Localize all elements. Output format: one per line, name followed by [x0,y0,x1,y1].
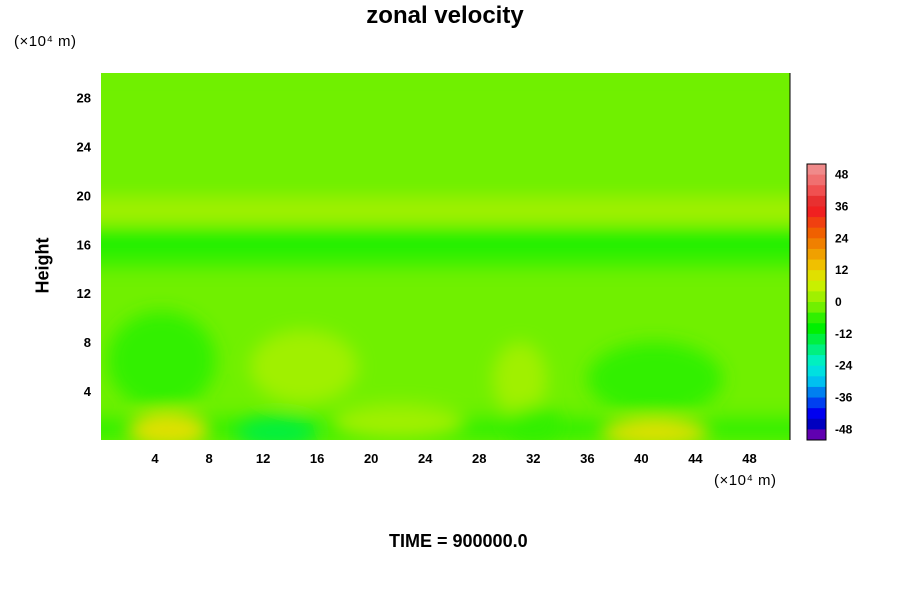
y-tick-label: 12 [77,286,91,301]
x-tick-label: 28 [472,451,486,466]
colorbar-tick-label: 48 [835,168,849,182]
field-feature [587,342,723,416]
x-tick-label: 36 [580,451,594,466]
x-tick-label: 32 [526,451,540,466]
colorbar-swatch [807,270,826,282]
field-feature [600,417,709,440]
colorbar-tick-label: -12 [835,327,853,341]
colorbar-swatch [807,238,826,250]
x-tick-label: 20 [364,451,378,466]
colorbar-swatch [807,248,826,261]
y-tick-label: 8 [84,335,91,350]
colorbar-swatch [807,418,826,430]
y-tick-label: 24 [77,139,92,154]
y-axis-unit: (×10⁴ m) [14,33,77,50]
field-band [101,225,790,245]
colorbar-swatch [807,206,826,218]
field-band [101,197,790,226]
colorbar: 48 36 24 12 0 -12 -24 -36 -48 [806,163,853,441]
colorbar-tick-label: -36 [835,391,853,405]
colorbar-swatch [807,227,826,239]
field-band [101,73,790,184]
colorbar-swatch [807,164,826,176]
colorbar-tick-label: -48 [835,422,853,436]
colorbar-tick-label: -24 [835,359,853,373]
field-feature [506,406,561,440]
colorbar-swatch [807,344,826,356]
colorbar-tick-label: 36 [835,199,849,213]
colorbar-swatch [807,365,826,377]
x-tick-label: 24 [418,451,433,466]
colorbar-swatch [807,323,826,335]
colorbar-swatch [807,259,826,271]
x-tick-label: 48 [742,451,756,466]
colorbar-swatch [807,302,826,314]
colorbar-swatch [807,280,826,292]
field-feature [107,311,216,410]
colorbar-swatch [807,195,826,207]
field-band [101,244,790,269]
colorbar-swatch [807,333,826,345]
chart-title: zonal velocity [366,2,524,29]
plot-area [101,73,790,440]
time-label: TIME = 900000.0 [389,531,528,551]
x-tick-label: 8 [205,451,212,466]
y-tick-label: 4 [84,384,92,399]
field-features [107,311,723,440]
colorbar-frame [806,163,827,441]
colorbar-tick-label: 24 [835,231,849,245]
y-tick-label: 28 [77,90,91,105]
colorbar-swatch [807,217,826,229]
field-band [101,268,790,318]
colorbar-swatch [807,174,826,186]
field-feature [128,411,210,440]
x-tick-label: 44 [688,451,703,466]
y-tick-label: 16 [77,237,91,252]
field-feature [330,403,466,440]
x-tick-label: 12 [256,451,270,466]
colorbar-swatch [807,376,826,388]
colorbar-swatch [807,386,826,399]
x-tick-label: 4 [151,451,159,466]
field-feature [236,417,318,440]
colorbar-swatch [807,429,826,441]
y-tick-label: 20 [77,188,91,203]
colorbar-tick-label: 12 [835,263,849,277]
x-axis-unit: (×10⁴ m) [714,472,777,489]
colorbar-swatch [807,355,826,367]
colorbar-swatch [807,408,826,420]
colorbar-swatch [807,185,826,197]
colorbar-swatch [807,397,826,409]
x-tick-label: 40 [634,451,648,466]
colorbar-swatch [807,312,826,324]
x-tick-label: 16 [310,451,324,466]
colorbar-tick-label: 0 [835,295,842,309]
field-feature [249,329,358,404]
field-feature [492,342,547,416]
colorbar-swatch [807,291,826,303]
field-band [101,183,790,198]
